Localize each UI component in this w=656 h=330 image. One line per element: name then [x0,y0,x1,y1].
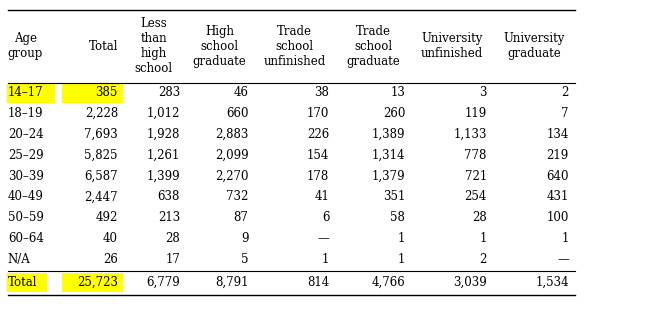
Text: High
school
graduate: High school graduate [193,25,246,68]
Text: 1,928: 1,928 [147,128,180,141]
Text: —: — [318,232,329,245]
Text: 2: 2 [562,86,569,99]
Text: 492: 492 [96,211,118,224]
Text: Less
than
high
school: Less than high school [134,17,173,75]
Text: 17: 17 [165,253,180,266]
Text: 30–39: 30–39 [8,170,44,182]
Text: 20–24: 20–24 [8,128,43,141]
Text: 7: 7 [562,107,569,120]
Text: 1: 1 [562,232,569,245]
Text: 640: 640 [546,170,569,182]
Bar [7,273,47,292]
Text: 14–17: 14–17 [8,86,43,99]
Text: 260: 260 [383,107,405,120]
Text: 283: 283 [157,86,180,99]
Text: 2,447: 2,447 [85,190,118,203]
Text: 778: 778 [464,149,487,162]
Text: 13: 13 [390,86,405,99]
Bar [62,273,123,292]
Text: 814: 814 [307,276,329,288]
Text: 119: 119 [464,107,487,120]
Text: 638: 638 [157,190,180,203]
Text: 1,314: 1,314 [372,149,405,162]
Text: 3,039: 3,039 [453,276,487,288]
Text: 40: 40 [103,232,118,245]
Text: 18–19: 18–19 [8,107,43,120]
Text: Age
group: Age group [8,32,43,60]
Text: 178: 178 [307,170,329,182]
Text: 50–59: 50–59 [8,211,44,224]
Text: University
graduate: University graduate [504,32,565,60]
Text: 8,791: 8,791 [215,276,249,288]
Text: 431: 431 [546,190,569,203]
Text: 1: 1 [480,232,487,245]
Text: —: — [557,253,569,266]
Text: 58: 58 [390,211,405,224]
Text: Total: Total [8,276,37,288]
Text: 3: 3 [480,86,487,99]
Text: 1,133: 1,133 [453,128,487,141]
Text: 9: 9 [241,232,249,245]
Text: 100: 100 [546,211,569,224]
Text: 4,766: 4,766 [371,276,405,288]
Text: 1,261: 1,261 [147,149,180,162]
Text: 2,270: 2,270 [215,170,249,182]
Text: 7,693: 7,693 [84,128,118,141]
Text: 226: 226 [307,128,329,141]
Text: 46: 46 [234,86,249,99]
Text: Trade
school
unfinished: Trade school unfinished [264,25,326,68]
Text: 170: 170 [307,107,329,120]
Text: Total: Total [89,40,118,53]
Text: 2: 2 [480,253,487,266]
Text: 1,534: 1,534 [535,276,569,288]
Text: 28: 28 [165,232,180,245]
Bar [62,84,123,103]
Text: 40–49: 40–49 [8,190,44,203]
Text: 134: 134 [546,128,569,141]
Text: 41: 41 [314,190,329,203]
Text: 2,883: 2,883 [215,128,249,141]
Text: 6,587: 6,587 [85,170,118,182]
Text: 60–64: 60–64 [8,232,44,245]
Text: 1,012: 1,012 [147,107,180,120]
Text: 385: 385 [96,86,118,99]
Text: 1,399: 1,399 [146,170,180,182]
Text: 87: 87 [234,211,249,224]
Text: 213: 213 [157,211,180,224]
Text: N/A: N/A [8,253,31,266]
Text: 1: 1 [398,253,405,266]
Text: 721: 721 [464,170,487,182]
Text: 2,099: 2,099 [215,149,249,162]
Bar [7,84,54,103]
Text: 1: 1 [322,253,329,266]
Text: 732: 732 [226,190,249,203]
Text: 2,228: 2,228 [85,107,118,120]
Text: 5,825: 5,825 [85,149,118,162]
Text: 25–29: 25–29 [8,149,43,162]
Text: 1,389: 1,389 [372,128,405,141]
Text: 28: 28 [472,211,487,224]
Text: 219: 219 [546,149,569,162]
Text: 5: 5 [241,253,249,266]
Text: 26: 26 [103,253,118,266]
Text: 25,723: 25,723 [77,276,118,288]
Text: 1: 1 [398,232,405,245]
Text: 1,379: 1,379 [372,170,405,182]
Text: Trade
school
graduate: Trade school graduate [347,25,400,68]
Text: 154: 154 [307,149,329,162]
Text: 6,779: 6,779 [146,276,180,288]
Text: 254: 254 [464,190,487,203]
Text: 6: 6 [322,211,329,224]
Text: 660: 660 [226,107,249,120]
Text: 38: 38 [314,86,329,99]
Text: University
unfinished: University unfinished [421,32,483,60]
Text: 351: 351 [383,190,405,203]
